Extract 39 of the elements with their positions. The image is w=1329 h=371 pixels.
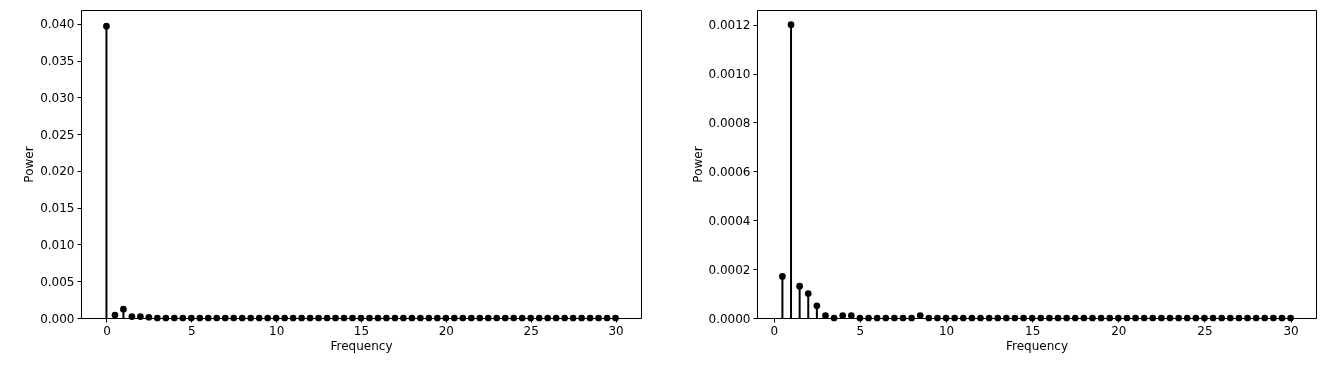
y-tick-label: 0.0012: [708, 18, 751, 33]
y-tick-label: 0.0000: [708, 311, 751, 326]
point: [787, 21, 795, 29]
y-tick-label: 0.020: [40, 164, 75, 179]
point: [779, 273, 786, 280]
y-tick-label: 0.0006: [708, 164, 751, 179]
y-tick-label: 0.035: [40, 54, 75, 69]
x-axis-title: Frequency: [1006, 338, 1068, 353]
x-tick-label: 20: [1111, 323, 1127, 338]
y-axis-title: Power: [22, 146, 37, 183]
point: [796, 282, 803, 290]
point: [804, 290, 812, 297]
y-tick-label: 0.030: [40, 90, 75, 105]
x-tick-label: 10: [269, 323, 285, 338]
x-tick-label: 5: [856, 323, 865, 338]
y-tick-label: 0.0004: [708, 213, 751, 228]
y-axis-title: Power: [690, 146, 705, 183]
x-tick-label: 0: [770, 323, 779, 338]
x-tick-label: 15: [353, 323, 370, 338]
y-tick-label: 0.0002: [708, 262, 751, 277]
x-tick-label: 30: [1283, 323, 1299, 338]
y-tick-label: 0.015: [40, 201, 75, 216]
y-tick-label: 0.010: [40, 237, 75, 252]
x-tick-label: 30: [608, 323, 624, 338]
x-tick-label: 25: [523, 323, 539, 338]
y-tick-label: 0.025: [40, 127, 75, 142]
x-axis-title: Frequency: [330, 338, 393, 353]
x-tick-label: 15: [1025, 323, 1041, 338]
y-tick-label: 0.005: [40, 274, 75, 289]
y-tick-label: 0.0008: [708, 115, 751, 130]
y-tick-label: 0.0010: [708, 67, 751, 82]
x-tick-label: 25: [1197, 323, 1213, 338]
point: [813, 302, 821, 310]
x-tick-label: 5: [187, 323, 196, 338]
x-tick-label: 20: [438, 323, 454, 338]
y-tick-label: 0.040: [40, 17, 75, 32]
x-tick-label: 10: [938, 323, 955, 338]
x-tick-label: 0: [103, 323, 111, 338]
y-tick-label: 0.000: [40, 311, 75, 326]
